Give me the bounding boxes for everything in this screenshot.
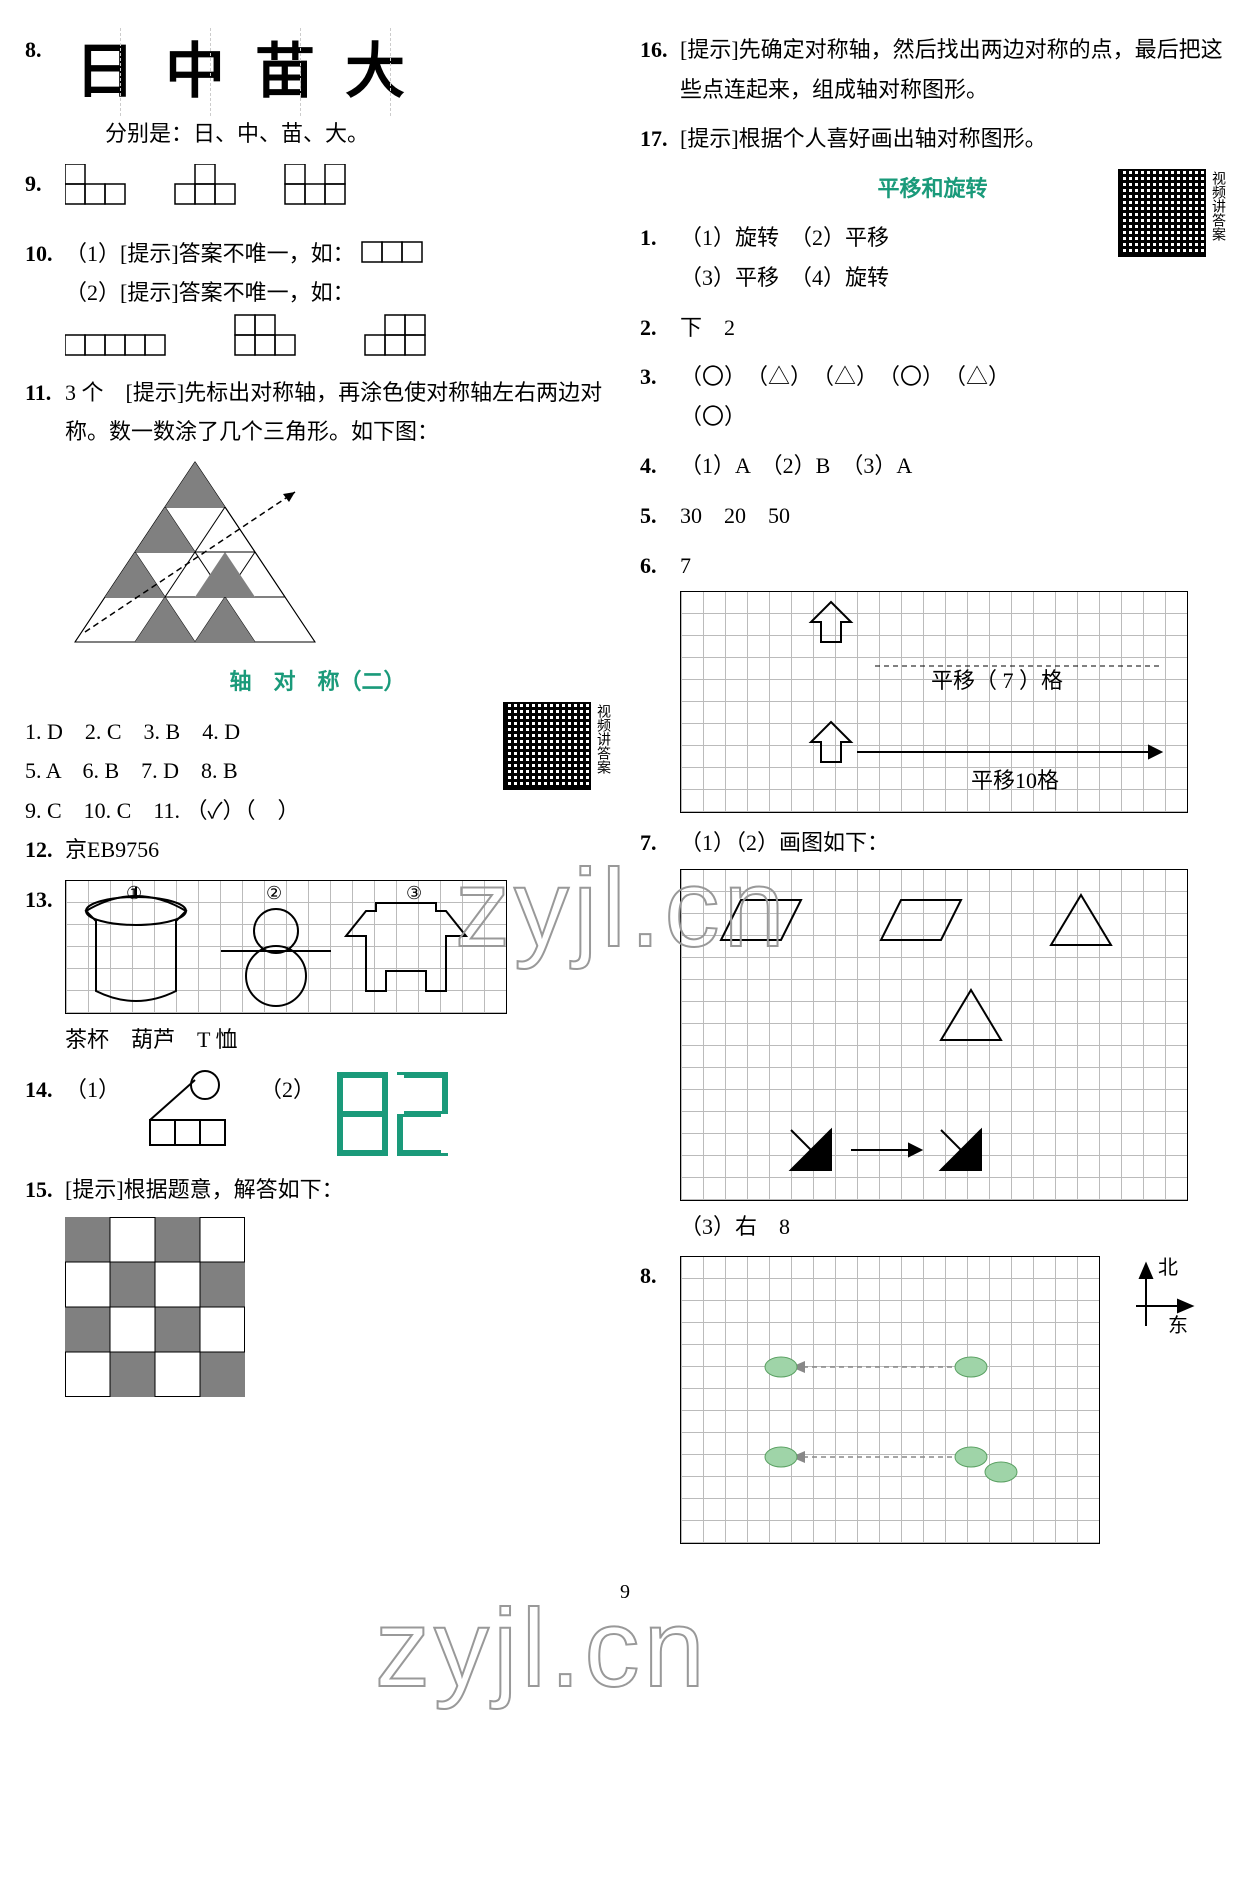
r-q7: 7. （1）（2）画图如下： xyxy=(640,823,1225,1246)
q9-shapes xyxy=(65,164,385,224)
q10-fig2 xyxy=(65,313,485,363)
qr-block-2: 视频讲答案 xyxy=(1118,169,1225,257)
q16: 16. [提示]先确定对称轴，然后找出两边对称的点，最后把这些点连起来，组成轴对… xyxy=(640,30,1225,109)
qr-code-icon xyxy=(503,702,591,790)
q-number: 4. xyxy=(640,446,680,486)
q-number: 13. xyxy=(25,880,65,1060)
r-q5: 5. 30 20 50 xyxy=(640,496,1225,536)
char-zhong: 中 xyxy=(165,36,255,108)
q12-answer: 京EB9756 xyxy=(65,830,610,870)
qr-block-1: 视频讲答案 xyxy=(503,702,610,790)
q-number: 9. xyxy=(25,164,65,224)
q15: 15. [提示]根据题意，解答如下： xyxy=(25,1170,610,1398)
r-q7-prefix: （1）（2）画图如下： xyxy=(680,823,1225,863)
left-column: 8. 日中苗大 分别是：日、中、苗、大。 9. xyxy=(25,30,610,1554)
q14: 14. （1） （2） xyxy=(25,1070,610,1160)
r-q3-line2: （〇） xyxy=(680,397,1225,437)
q-number: 3. xyxy=(640,357,680,436)
r-q5-text: 30 20 50 xyxy=(680,496,1225,536)
qr-caption: 视频讲答案 xyxy=(1210,171,1225,255)
answers-row3: 9. C 10. C 11. （✓）（ ） xyxy=(25,791,610,831)
q-number: 16. xyxy=(640,30,680,109)
q6-grid: 平移（ 7 ）格 平移10格 xyxy=(680,591,1188,813)
qr-code-icon xyxy=(1118,169,1206,257)
q13-labels: 茶杯 葫芦 T 恤 xyxy=(65,1020,610,1060)
q17-text: [提示]根据个人喜好画出轴对称图形。 xyxy=(680,119,1225,159)
svg-text:③: ③ xyxy=(406,883,422,903)
r-q3: 3. （〇） （△） （△） （〇） （△） （〇） xyxy=(640,357,1225,436)
q-number: 1. xyxy=(640,218,680,297)
big-characters: 日中苗大 xyxy=(75,36,610,108)
q-number: 14. xyxy=(25,1070,65,1160)
qr-caption: 视频讲答案 xyxy=(595,704,610,788)
q-number: 8. xyxy=(640,1256,680,1544)
q-number: 11. xyxy=(25,373,65,652)
r-q1-line2: （3）平移 （4）旋转 xyxy=(680,258,1225,298)
q-number: 8. xyxy=(25,30,65,154)
q11-text: 3 个 [提示]先标出对称轴，再涂色使对称轴左右两边对称。数一数涂了几个三角形。… xyxy=(65,380,602,445)
r-q4-text: （1）A （2）B （3）A xyxy=(680,446,1225,486)
q9: 9. xyxy=(25,164,610,224)
q13: 13. ① ② ③ xyxy=(25,880,610,1060)
r-q3-line1: （〇） （△） （△） （〇） （△） xyxy=(680,357,1225,397)
compass-icon: 北 东 xyxy=(1116,1256,1196,1346)
svg-text:②: ② xyxy=(266,883,282,903)
q8: 8. 日中苗大 分别是：日、中、苗、大。 xyxy=(25,30,610,154)
r-q8: 8. xyxy=(640,1256,1225,1544)
triangle-figure xyxy=(65,452,325,652)
q-number: 17. xyxy=(640,119,680,159)
q14-fig1 xyxy=(140,1070,240,1160)
r-q2: 2. 下 2 xyxy=(640,308,1225,348)
page-number: 9 xyxy=(25,1574,1225,1610)
q-number: 10. xyxy=(25,234,65,363)
right-column: 16. [提示]先确定对称轴，然后找出两边对称的点，最后把这些点连起来，组成轴对… xyxy=(640,30,1225,1554)
compass-north: 北 xyxy=(1158,1256,1178,1279)
r-q7-ans: （3）右 8 xyxy=(680,1207,1225,1247)
r-q6-text: 7 xyxy=(680,553,691,578)
q14-prefix1: （1） xyxy=(65,1070,120,1110)
q-number: 12. xyxy=(25,830,65,870)
q14-fig2 xyxy=(335,1070,455,1160)
svg-text:①: ① xyxy=(126,883,142,903)
char-da: 大 xyxy=(345,36,435,108)
q-number: 2. xyxy=(640,308,680,348)
q14-prefix2: （2） xyxy=(260,1070,315,1110)
section2-title: 轴 对 称（二） xyxy=(25,662,610,702)
checkerboard-figure xyxy=(65,1217,245,1397)
q-number: 6. xyxy=(640,546,680,814)
q17: 17. [提示]根据个人喜好画出轴对称图形。 xyxy=(640,119,1225,159)
q13-grid: ① ② ③ xyxy=(65,880,507,1014)
q15-text: [提示]根据题意，解答如下： xyxy=(65,1177,344,1202)
q10-line1: （1）[提示]答案不唯一，如： xyxy=(65,234,355,274)
q-number: 7. xyxy=(640,823,680,1246)
q-number: 5. xyxy=(640,496,680,536)
compass-east: 东 xyxy=(1168,1314,1188,1337)
q8-caption: 分别是：日、中、苗、大。 xyxy=(105,114,610,154)
q10: 10. （1）[提示]答案不唯一，如： （2）[提示]答案不唯一，如： xyxy=(25,234,610,363)
q7-grid xyxy=(680,869,1188,1201)
q11: 11. 3 个 [提示]先标出对称轴，再涂色使对称轴左右两边对称。数一数涂了几个… xyxy=(25,373,610,652)
q10-line2: （2）[提示]答案不唯一，如： xyxy=(65,273,610,313)
q10-fig1 xyxy=(361,241,427,265)
r-q6: 6. 7 xyxy=(640,546,1225,814)
char-ri: 日 xyxy=(75,36,165,108)
char-miao: 苗 xyxy=(255,36,345,108)
q8-grid xyxy=(680,1256,1100,1544)
q6-label2: 平移10格 xyxy=(971,768,1059,793)
q16-text: [提示]先确定对称轴，然后找出两边对称的点，最后把这些点连起来，组成轴对称图形。 xyxy=(680,30,1225,109)
q-number: 15. xyxy=(25,1170,65,1398)
q12: 12. 京EB9756 xyxy=(25,830,610,870)
r-q4: 4. （1）A （2）B （3）A xyxy=(640,446,1225,486)
q6-label1: 平移（ 7 ）格 xyxy=(931,668,1063,693)
r-q2-text: 下 2 xyxy=(680,308,1225,348)
